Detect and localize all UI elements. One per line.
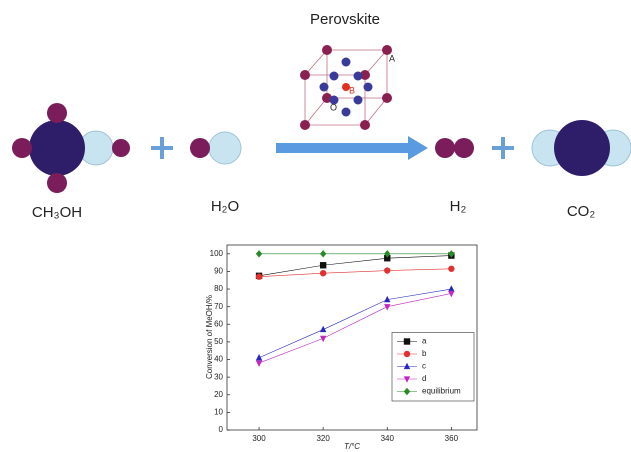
series-line [259, 269, 451, 277]
y-tick-label: 0 [219, 425, 224, 434]
atom-hydrogen [435, 138, 455, 158]
site-label: O [330, 102, 337, 112]
atom-o [354, 96, 363, 105]
plus-sign [151, 137, 173, 159]
marker [448, 266, 454, 272]
cube-edge [305, 98, 327, 125]
atom-carbon [554, 120, 610, 176]
atom-a [360, 120, 370, 130]
marker [448, 285, 454, 291]
legend-label: a [422, 337, 427, 346]
marker [320, 270, 326, 276]
site-label: A [389, 53, 395, 63]
legend-marker [404, 351, 410, 357]
atom-o [330, 72, 339, 81]
series-line [259, 256, 451, 276]
atom-a [300, 120, 310, 130]
y-tick-label: 60 [214, 319, 223, 328]
x-tick-label: 340 [381, 434, 395, 443]
atom-hydrogen [47, 173, 67, 193]
atom-o [364, 83, 373, 92]
marker [256, 354, 262, 360]
cube-edge [365, 98, 387, 125]
molecule-label: CO₂ [567, 203, 596, 220]
y-axis-label: Conversion of MeOH/% [205, 295, 214, 379]
marker [256, 250, 262, 257]
y-tick-label: 80 [214, 284, 223, 293]
molecule-label: H₂O [211, 198, 239, 215]
atom-hydrogen [47, 103, 67, 123]
plus-sign [492, 137, 514, 159]
atom-hydrogen [112, 139, 130, 157]
atom-carbon [29, 120, 85, 176]
y-tick-label: 100 [210, 249, 224, 258]
atom-o [342, 58, 351, 67]
molecule-label: CH₃OH [32, 204, 82, 221]
atom-a [322, 45, 332, 55]
atom-o [320, 83, 329, 92]
marker [384, 267, 390, 273]
atom-hydrogen [12, 138, 32, 158]
y-tick-label: 40 [214, 355, 223, 364]
marker [320, 250, 326, 257]
y-tick-label: 30 [214, 372, 223, 381]
x-tick-label: 300 [252, 434, 266, 443]
y-tick-label: 70 [214, 302, 223, 311]
x-tick-label: 360 [445, 434, 459, 443]
marker [320, 326, 326, 332]
molecule-label: H₂ [450, 198, 467, 215]
atom-a [300, 70, 310, 80]
page: {"diagram": {"title": "Perovskite", "sit… [0, 0, 631, 452]
y-tick-label: 90 [214, 267, 223, 276]
legend-marker [404, 338, 410, 344]
y-tick-label: 20 [214, 390, 223, 399]
atom-hydrogen [190, 138, 210, 158]
reaction-arrow [276, 136, 428, 160]
y-tick-label: 50 [214, 337, 223, 346]
site-label: B [349, 85, 355, 95]
legend-label: c [422, 362, 426, 371]
marker [320, 262, 326, 268]
x-axis-label: T/°C [344, 442, 360, 451]
atom-a [382, 93, 392, 103]
legend-label: b [422, 349, 427, 358]
legend-label: d [422, 374, 426, 383]
diagram-title: Perovskite [310, 11, 380, 28]
legend-label: equilibrium [422, 387, 461, 396]
marker [384, 304, 390, 310]
marker [256, 274, 262, 280]
atom-o [354, 72, 363, 81]
marker [256, 360, 262, 366]
atom-hydrogen [454, 138, 474, 158]
methanol [12, 103, 130, 193]
atom-o [342, 108, 351, 117]
atom-oxygen [209, 132, 241, 164]
x-tick-label: 320 [316, 434, 330, 443]
figure: Perovskite A B O CH₃OH H₂O H₂ CO₂ Conver… [0, 0, 631, 452]
y-tick-label: 10 [214, 407, 223, 416]
